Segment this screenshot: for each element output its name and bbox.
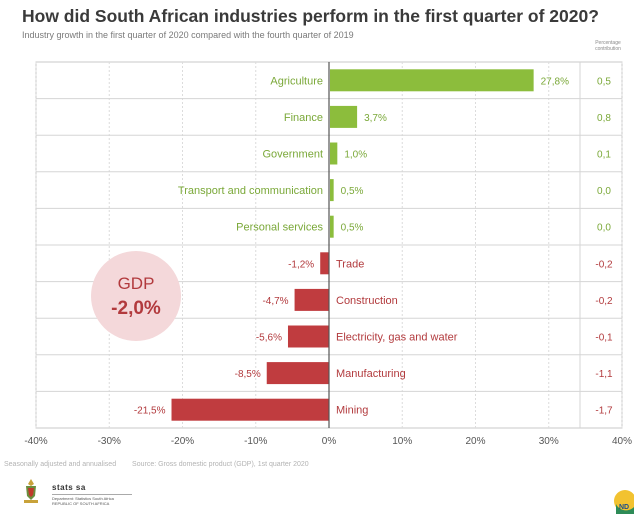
contribution-value: 0,5 bbox=[597, 76, 611, 87]
logo-subtext: Department: Statistics South Africa REPU… bbox=[52, 494, 132, 506]
logo-name: stats sa bbox=[52, 483, 86, 492]
contribution-value: -1,1 bbox=[595, 369, 613, 380]
gdp-value: -2,0% bbox=[111, 298, 161, 319]
bar bbox=[171, 398, 329, 421]
category-label: Electricity, gas and water bbox=[336, 332, 458, 344]
category-label: Transport and communication bbox=[178, 185, 323, 197]
bar bbox=[330, 69, 534, 92]
bar bbox=[266, 362, 329, 385]
svg-text:ND: ND bbox=[619, 504, 629, 511]
bar bbox=[330, 215, 334, 238]
bar bbox=[287, 325, 329, 348]
category-label: Government bbox=[262, 149, 323, 161]
x-tick-label: -20% bbox=[171, 436, 194, 447]
value-label: -5,6% bbox=[256, 333, 282, 344]
x-tick-label: 10% bbox=[392, 436, 412, 447]
contribution-value: 0,8 bbox=[597, 113, 611, 124]
category-label: Trade bbox=[336, 258, 364, 270]
bar bbox=[330, 105, 358, 128]
x-axis-ticks: -40% -30% -20% -10% 0% 10% 20% 30% 40% bbox=[24, 436, 632, 447]
contribution-value: -0,2 bbox=[595, 296, 613, 307]
contribution-value: 0,1 bbox=[597, 150, 611, 161]
x-tick-label: 40% bbox=[612, 436, 632, 447]
contribution-value: -0,2 bbox=[595, 259, 613, 270]
chart-title: How did South African industries perform… bbox=[22, 6, 599, 26]
contribution-value: -1,7 bbox=[595, 406, 613, 417]
bar bbox=[294, 288, 329, 311]
footer-source: Source: Gross domestic product (GDP), 1s… bbox=[132, 461, 309, 468]
bar bbox=[330, 142, 338, 165]
x-tick-label: 30% bbox=[539, 436, 559, 447]
value-label: 0,5% bbox=[341, 186, 364, 197]
category-label: Construction bbox=[336, 295, 398, 307]
value-label: -1,2% bbox=[288, 259, 314, 270]
contribution-value: 0,0 bbox=[597, 223, 611, 234]
category-label: Agriculture bbox=[270, 75, 323, 87]
value-label: 3,7% bbox=[364, 113, 387, 124]
footer-note: Seasonally adjusted and annualised bbox=[4, 461, 117, 468]
bar bbox=[320, 252, 329, 275]
value-label: 0,5% bbox=[341, 223, 364, 234]
x-tick-label: -40% bbox=[24, 436, 47, 447]
bar bbox=[330, 179, 334, 202]
stats-sa-logo: stats sa Department: Statistics South Af… bbox=[52, 483, 132, 506]
coat-of-arms-icon bbox=[24, 479, 38, 503]
contribution-value: -0,1 bbox=[595, 333, 613, 344]
x-tick-label: 20% bbox=[465, 436, 485, 447]
value-label: 27,8% bbox=[541, 76, 569, 87]
x-tick-label: -30% bbox=[98, 436, 121, 447]
footer: Seasonally adjusted and annualised Sourc… bbox=[4, 461, 323, 468]
category-label: Finance bbox=[284, 112, 323, 124]
value-label: -21,5% bbox=[134, 406, 166, 417]
gdp-bubble: GDP -2,0% bbox=[91, 251, 181, 341]
category-label: Mining bbox=[336, 405, 368, 417]
x-tick-label: 0% bbox=[322, 436, 337, 447]
category-label: Personal services bbox=[236, 222, 323, 234]
gdp-label: GDP bbox=[118, 274, 155, 293]
value-label: 1,0% bbox=[344, 150, 367, 161]
value-label: -4,7% bbox=[262, 296, 288, 307]
contribution-header: Percentage contribution bbox=[595, 40, 621, 52]
value-label: -8,5% bbox=[235, 369, 261, 380]
chart-bars: Agriculture 27,8% 0,5 Finance 3,7% 0,8 Governm… bbox=[134, 62, 613, 428]
ndp-logo-icon: ND bbox=[614, 490, 634, 514]
chart-subtitle: Industry growth in the first quarter of … bbox=[22, 30, 354, 40]
category-label: Manufacturing bbox=[336, 368, 406, 380]
x-tick-label: -10% bbox=[244, 436, 267, 447]
gdp-circle bbox=[91, 251, 181, 341]
contribution-value: 0,0 bbox=[597, 186, 611, 197]
